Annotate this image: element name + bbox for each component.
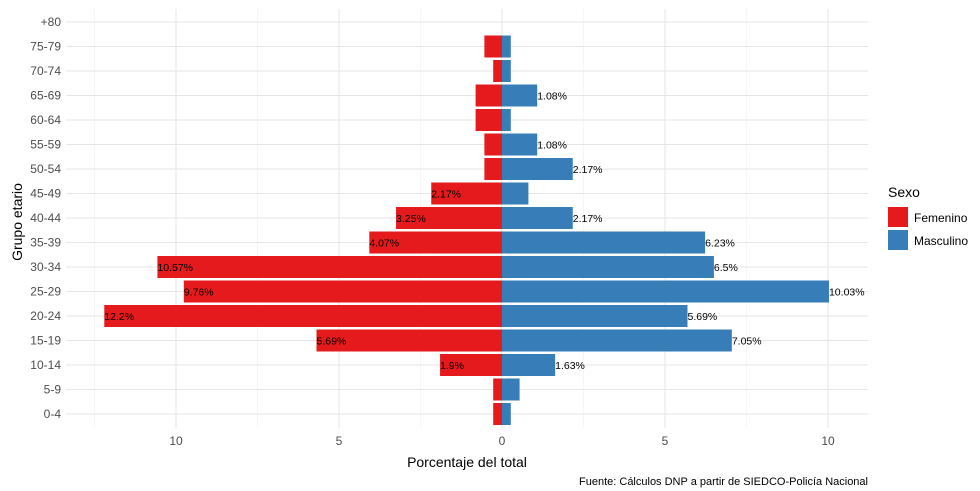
bar-label-femenino-35-39: 4.07% <box>369 238 399 250</box>
bar-label-masculino-50-54: 2.17% <box>573 164 603 176</box>
bar-label-masculino-65-69: 1.08% <box>537 91 567 103</box>
y-tick-label: 10-14 <box>30 358 61 372</box>
bar-masculino-70-74 <box>502 60 511 82</box>
bar-masculino-10-14 <box>502 354 556 376</box>
bar-femenino-40-44 <box>396 207 502 229</box>
y-tick-label: +80 <box>41 15 62 29</box>
y-tick-label: 65-69 <box>30 89 61 103</box>
bar-label-masculino-55-59: 1.08% <box>537 140 567 152</box>
x-tick-label: 5 <box>336 434 343 448</box>
bar-masculino-25-29 <box>502 280 829 303</box>
bar-masculino-45-49 <box>502 182 529 205</box>
y-tick-label: 15-19 <box>30 334 61 348</box>
bar-label-masculino-20-24: 5.69% <box>687 311 717 323</box>
bar-label-femenino-20-24: 12.2% <box>104 311 134 323</box>
y-tick-label: 75-79 <box>30 40 61 54</box>
bar-masculino-5-9 <box>502 378 520 401</box>
y-tick-label: 25-29 <box>30 285 61 299</box>
bar-femenino-20-24 <box>104 305 502 327</box>
y-axis-title: Grupo etario <box>9 183 25 261</box>
y-tick-label: 35-39 <box>30 236 61 250</box>
bar-femenino-75-79 <box>484 35 502 58</box>
bar-femenino-70-74 <box>493 60 502 82</box>
bar-femenino-30-34 <box>157 256 502 278</box>
bars <box>104 35 829 425</box>
bar-femenino-55-59 <box>484 133 502 156</box>
y-tick-label: 70-74 <box>30 64 61 78</box>
caption: Fuente: Cálculos DNP a partir de SIEDCO-… <box>579 476 868 488</box>
bar-masculino-65-69 <box>502 84 538 107</box>
bar-label-masculino-15-19: 7.05% <box>732 336 762 348</box>
bar-femenino-65-69 <box>475 84 502 107</box>
bar-masculino-75-79 <box>502 35 511 58</box>
bar-labels: 1.9% 5.69% 12.2% 9.76% 10.57% 4.07% 3.25% 2.17%… <box>104 91 864 373</box>
x-tick-label: 10 <box>821 434 835 448</box>
y-tick-label: 30-34 <box>30 260 61 274</box>
y-tick-label: 20-24 <box>30 309 61 323</box>
y-tick-label: 40-44 <box>30 211 61 225</box>
bar-masculino-30-34 <box>502 256 714 278</box>
bar-masculino-60-64 <box>502 109 511 131</box>
bar-femenino-60-64 <box>475 109 502 131</box>
bar-femenino-0-4 <box>493 403 502 425</box>
bar-femenino-15-19 <box>316 329 502 352</box>
y-tick-label: 50-54 <box>30 162 61 176</box>
bar-label-masculino-25-29: 10.03% <box>829 287 865 299</box>
bar-femenino-45-49 <box>431 182 502 205</box>
legend-title: Sexo <box>888 184 920 200</box>
bar-label-femenino-30-34: 10.57% <box>157 262 193 274</box>
bar-label-masculino-10-14: 1.63% <box>555 360 585 372</box>
y-axis-ticks: 0-4 5-9 10-14 15-19 20-24 25-29 30-34 35-39 40-4… <box>30 15 61 421</box>
bar-femenino-50-54 <box>484 158 502 180</box>
legend-label-femenino: Femenino <box>914 211 968 225</box>
bar-masculino-55-59 <box>502 133 538 156</box>
x-axis-title: Porcentaje del total <box>407 454 527 470</box>
bar-label-femenino-40-44: 3.25% <box>396 213 426 225</box>
y-tick-label: 0-4 <box>44 407 62 421</box>
y-tick-label: 5-9 <box>44 383 62 397</box>
bar-masculino-40-44 <box>502 207 573 229</box>
x-tick-label: 10 <box>169 434 183 448</box>
y-tick-label: 45-49 <box>30 187 61 201</box>
legend-swatch-masculino <box>888 230 908 250</box>
bar-femenino-35-39 <box>369 231 502 254</box>
bar-masculino-50-54 <box>502 158 573 180</box>
legend-label-masculino: Masculino <box>914 234 968 248</box>
bar-label-femenino-15-19: 5.69% <box>317 336 347 348</box>
bar-label-femenino-25-29: 9.76% <box>184 287 214 299</box>
bar-femenino-10-14 <box>440 354 502 376</box>
bar-masculino-15-19 <box>502 329 732 352</box>
x-axis-ticks: 10 5 0 5 10 <box>169 434 835 448</box>
bar-label-masculino-30-34: 6.5% <box>714 262 738 274</box>
bar-femenino-25-29 <box>183 280 502 303</box>
bar-label-femenino-45-49: 2.17% <box>431 189 461 201</box>
bar-label-masculino-35-39: 6.23% <box>705 238 735 250</box>
x-tick-label: 5 <box>662 434 669 448</box>
y-tick-label: 60-64 <box>30 113 61 127</box>
legend: Sexo Femenino Masculino <box>888 184 968 250</box>
y-tick-label: 55-59 <box>30 138 61 152</box>
bar-masculino-0-4 <box>502 403 511 425</box>
bar-masculino-35-39 <box>502 231 706 254</box>
x-tick-label: 0 <box>499 434 506 448</box>
bar-femenino-5-9 <box>493 378 502 401</box>
legend-swatch-femenino <box>888 207 908 227</box>
bar-masculino-20-24 <box>502 305 688 327</box>
bar-label-femenino-10-14: 1.9% <box>440 360 464 372</box>
bar-label-masculino-40-44: 2.17% <box>573 213 603 225</box>
